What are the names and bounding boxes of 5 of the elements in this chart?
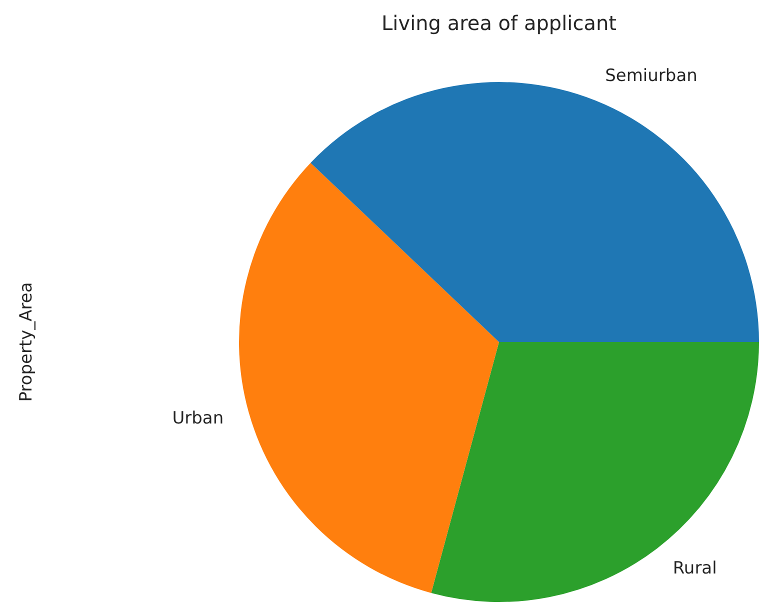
slice-label: Rural — [672, 558, 717, 579]
text: Property_Area — [16, 282, 36, 402]
slice-label: Semiurban — [605, 66, 698, 86]
slice-label: Urban — [172, 408, 224, 429]
chart-title: Living area of applicant — [382, 11, 617, 36]
